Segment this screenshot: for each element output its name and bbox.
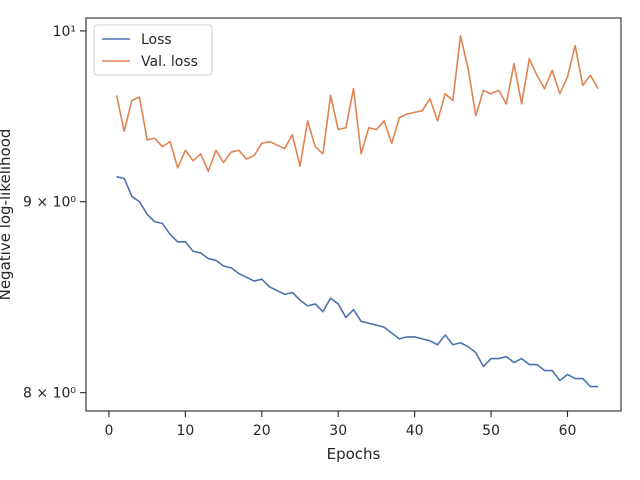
x-tick-label: 30 [329,423,347,439]
legend: Loss Val. loss [93,24,213,76]
legend-label: Val. loss [141,54,198,70]
series-layer [115,34,599,388]
series-line-0 [116,175,599,388]
x-axis-ticks: 0 10 20 30 40 50 60 [104,411,576,439]
x-tick-label: 20 [253,423,271,439]
legend-label: Loss [141,32,172,48]
x-axis-label: Epochs [327,445,381,463]
legend-box [93,24,213,76]
y-axis-label: Negative log-likelihood [0,129,14,301]
y-tick-label: 10¹ [53,24,76,40]
series-line-1 [115,34,599,173]
plot-frame [85,17,622,412]
y-tick-label: 9 × 10⁰ [23,195,76,211]
x-tick-label: 60 [559,423,577,439]
x-tick-label: 0 [104,423,113,439]
y-axis-ticks: 8 × 10⁰ 9 × 10⁰ 10¹ [23,24,86,402]
x-tick-label: 50 [482,423,500,439]
y-tick-label: 8 × 10⁰ [23,386,76,402]
x-tick-label: 10 [176,423,194,439]
x-tick-label: 40 [406,423,424,439]
